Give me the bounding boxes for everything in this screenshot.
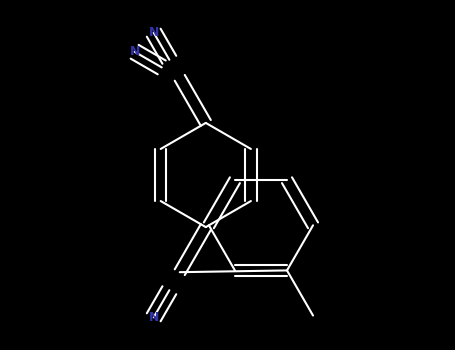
Text: N: N xyxy=(130,45,140,58)
Text: N: N xyxy=(148,26,159,39)
Text: N: N xyxy=(148,311,159,324)
